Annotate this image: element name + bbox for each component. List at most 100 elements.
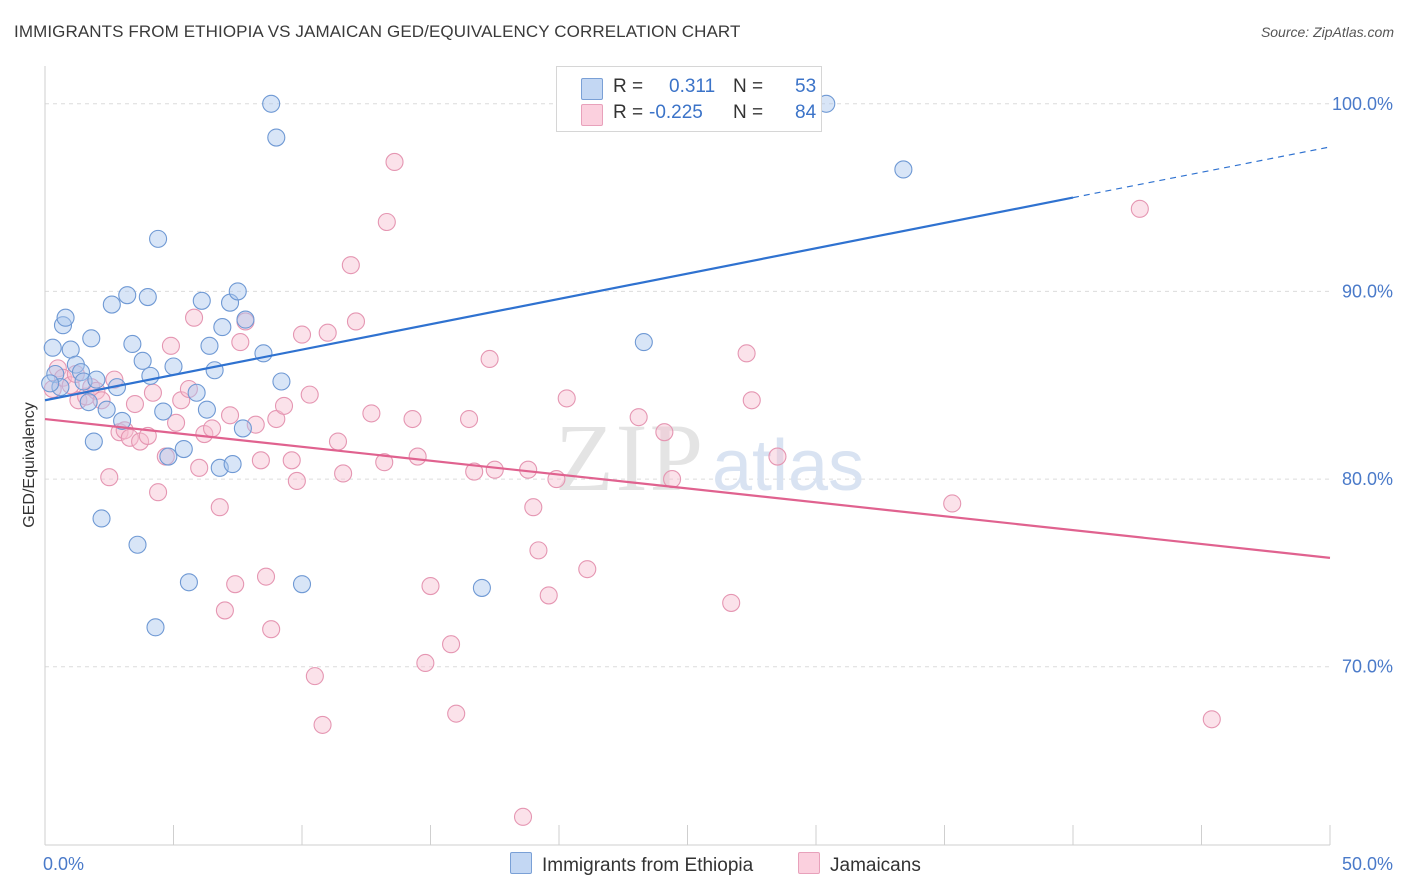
data-point xyxy=(362,404,381,423)
data-point xyxy=(629,408,648,427)
data-point xyxy=(164,357,183,376)
data-point xyxy=(213,318,232,337)
data-point xyxy=(282,451,301,470)
data-point xyxy=(416,653,435,673)
data-point xyxy=(267,128,286,147)
data-point xyxy=(123,334,142,354)
data-point xyxy=(557,389,576,408)
data-point xyxy=(894,160,913,179)
data-point xyxy=(256,567,276,586)
source-credit: Source: ZipAtlas.com xyxy=(1260,24,1394,40)
trend-lines xyxy=(44,146,1331,559)
data-point xyxy=(768,447,787,466)
data-point xyxy=(197,400,216,419)
data-point xyxy=(149,229,168,248)
data-point xyxy=(318,323,337,342)
data-point xyxy=(722,593,741,612)
data-point xyxy=(1202,710,1221,729)
data-point xyxy=(84,432,103,451)
data-point xyxy=(174,440,193,459)
data-point xyxy=(251,451,270,470)
trend-line xyxy=(44,196,1074,402)
bottom-legend-ethiopia: Immigrants from Ethiopia xyxy=(510,852,753,877)
data-point xyxy=(203,419,222,438)
data-point xyxy=(465,462,484,481)
trend-line xyxy=(44,417,1331,559)
bottom-legend-swatch-ethiopia xyxy=(510,852,532,874)
data-point xyxy=(539,586,558,605)
data-point xyxy=(480,349,499,369)
data-point xyxy=(472,578,491,597)
stats-legend: R = 0.311 N = 53 R = -0.225 N = 84 xyxy=(556,66,822,132)
y-axis-title: GED/Equivalency xyxy=(21,402,38,527)
data-point xyxy=(187,383,206,402)
bottom-legend-jamaicans: Jamaicans xyxy=(798,852,921,877)
axes xyxy=(44,66,1331,846)
data-point xyxy=(82,329,101,348)
data-point xyxy=(334,464,353,483)
data-point xyxy=(292,325,312,344)
data-point xyxy=(513,807,533,826)
watermark-zip: ZIP xyxy=(555,404,705,511)
legend-n-label: N = xyxy=(733,76,764,97)
legend-r-label: R = xyxy=(613,102,644,123)
data-point xyxy=(125,394,144,414)
data-point xyxy=(192,291,211,310)
bottom-legend-label: Jamaicans xyxy=(830,855,921,876)
y-tick-label: 90.0% xyxy=(1342,281,1393,301)
data-point xyxy=(233,419,252,438)
data-point xyxy=(53,316,73,335)
data-point xyxy=(447,704,466,723)
data-point xyxy=(97,400,116,419)
y-tick-labels: 70.0% 80.0% 90.0% 100.0% xyxy=(1332,94,1393,677)
data-point xyxy=(328,432,348,451)
x-tick-label: 0.0% xyxy=(43,854,84,874)
y-tick-label: 70.0% xyxy=(1342,657,1393,677)
data-point xyxy=(292,575,312,594)
bottom-legend-label: Immigrants from Ethiopia xyxy=(542,855,754,876)
legend-r-value: 0.311 xyxy=(669,76,716,97)
trend-line-extension xyxy=(1072,146,1331,199)
data-point xyxy=(524,498,543,517)
data-point xyxy=(113,411,132,430)
data-point xyxy=(737,344,756,363)
data-point xyxy=(943,494,962,513)
data-point xyxy=(61,340,80,359)
legend-swatch-ethiopia xyxy=(581,78,603,100)
data-point xyxy=(421,576,440,596)
data-point xyxy=(272,372,291,391)
y-tick-label: 80.0% xyxy=(1342,469,1393,489)
data-point xyxy=(210,498,229,517)
data-point xyxy=(231,333,250,352)
data-point xyxy=(128,535,147,554)
data-point xyxy=(205,361,224,380)
data-point xyxy=(377,212,396,232)
data-point xyxy=(346,312,366,331)
data-point xyxy=(485,460,504,479)
data-point xyxy=(223,455,242,474)
chart-title: IMMIGRANTS FROM ETHIOPIA VS JAMAICAN GED… xyxy=(14,22,741,41)
data-point xyxy=(1130,199,1149,218)
data-point xyxy=(529,541,548,560)
data-point xyxy=(226,575,245,594)
data-point xyxy=(133,351,152,370)
legend-n-value: 53 xyxy=(795,76,817,97)
data-point xyxy=(274,396,294,415)
data-point xyxy=(102,295,121,314)
data-point xyxy=(663,470,682,489)
data-point xyxy=(141,366,160,385)
watermark-atlas: atlas xyxy=(712,426,864,506)
data-point xyxy=(51,378,70,397)
data-point xyxy=(403,409,422,429)
data-point xyxy=(92,509,111,528)
data-point xyxy=(236,310,255,329)
data-point xyxy=(159,447,178,466)
data-point xyxy=(305,667,324,686)
x-tick-labels: 0.0% 50.0% xyxy=(43,854,1393,874)
data-point xyxy=(41,374,60,393)
data-point xyxy=(118,286,137,305)
series-jamaicans xyxy=(43,152,1221,826)
data-point xyxy=(385,152,404,171)
data-point xyxy=(228,282,247,301)
